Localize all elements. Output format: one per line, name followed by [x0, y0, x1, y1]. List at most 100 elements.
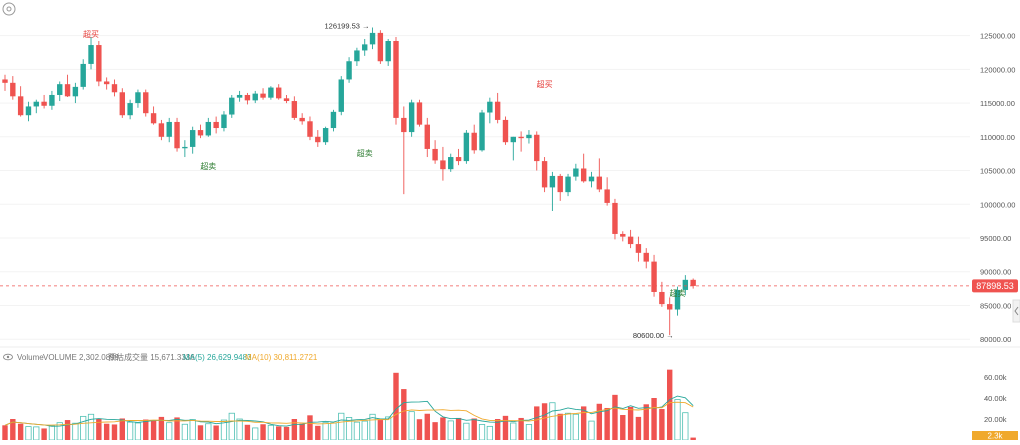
candle-body [252, 93, 258, 101]
volume-bar [463, 422, 470, 441]
candle [111, 79, 118, 97]
candle-body [88, 45, 94, 64]
eye-icon[interactable] [3, 353, 13, 361]
volume-bar [174, 417, 180, 440]
candle [377, 30, 384, 64]
candle-body [96, 45, 102, 82]
volume-bar [252, 427, 259, 441]
candle [57, 81, 63, 102]
volume-bar [197, 425, 204, 440]
volume-bar [596, 403, 603, 440]
volume-bar [401, 389, 407, 440]
candle-body [580, 168, 587, 182]
price-tick-label: 85000.00 [980, 301, 1011, 310]
volume-bar [572, 413, 579, 441]
candle [588, 171, 595, 188]
gear-icon[interactable] [2, 2, 16, 16]
candle [119, 88, 125, 118]
candle [96, 40, 102, 87]
candle [182, 140, 188, 158]
candle-body [416, 102, 423, 125]
candle [526, 130, 532, 144]
candle-body [635, 244, 642, 253]
candle [291, 96, 298, 120]
candle-body [455, 157, 462, 162]
volume-ma10: MA(10) 30,811.2721 [245, 353, 318, 362]
candle [635, 236, 642, 262]
candle-body [174, 121, 180, 149]
volume-bar [244, 424, 251, 440]
candle-body [393, 40, 399, 118]
volume-bar [17, 423, 24, 440]
candle [690, 278, 696, 289]
volume-bar [338, 412, 345, 441]
candle-body [385, 40, 391, 62]
overbought-label: 超买 [83, 29, 99, 39]
price-tick-label: 115000.00 [980, 99, 1015, 108]
candle-body [354, 50, 360, 62]
candle-body [49, 94, 55, 106]
volume-bar [525, 424, 533, 441]
candle [72, 82, 79, 104]
volume-bar [276, 426, 282, 440]
candle [299, 113, 305, 125]
candle-body [229, 97, 235, 115]
volume-bar [228, 412, 235, 441]
candle-body [659, 291, 665, 305]
candle-body [80, 63, 86, 87]
volume-bar [33, 426, 40, 441]
volume-bar [166, 422, 173, 441]
volume-bar [604, 407, 610, 440]
volume-bar [119, 418, 125, 440]
candle-body [25, 106, 32, 116]
candle-body [299, 117, 305, 122]
volume-bar [181, 423, 188, 441]
candle [88, 36, 94, 70]
candle-body [565, 176, 571, 193]
candle-body [260, 93, 266, 98]
candle [244, 92, 251, 105]
candle-body [244, 94, 251, 101]
candle-body [494, 101, 501, 120]
volume-bar [72, 422, 79, 441]
volume-bar [447, 420, 454, 441]
candle [268, 86, 274, 100]
low-price-label: 80600.00 → [633, 331, 674, 340]
candle-body [2, 79, 8, 83]
candle [401, 106, 407, 195]
candle [2, 74, 8, 91]
candle-body [604, 189, 610, 203]
candle [260, 88, 266, 100]
candle [541, 157, 548, 193]
candle-body [651, 261, 657, 292]
candle-body [41, 101, 47, 106]
candle-body [463, 132, 470, 162]
volume-bar [330, 422, 337, 441]
volume-bar [424, 413, 430, 440]
volume-bar [682, 412, 689, 441]
candle [596, 158, 603, 193]
volume-bar [87, 413, 95, 441]
volume-bar [291, 419, 298, 440]
candle [385, 38, 391, 66]
candle [573, 163, 579, 181]
candle [354, 47, 360, 66]
candle-body [369, 32, 376, 45]
volume-bar [564, 412, 572, 441]
candle [338, 76, 344, 116]
volume-bar [48, 425, 56, 441]
candle [408, 99, 415, 137]
chevron-left-icon[interactable] [1012, 299, 1020, 323]
grid [0, 35, 970, 340]
candle [534, 131, 540, 171]
candle-body [510, 136, 516, 143]
candle [440, 146, 446, 181]
candle-body [283, 98, 290, 102]
candle-body [549, 175, 556, 188]
candle-body [135, 92, 141, 104]
candle-body [362, 44, 368, 51]
candle-body [534, 134, 540, 162]
candle-body [111, 84, 118, 93]
